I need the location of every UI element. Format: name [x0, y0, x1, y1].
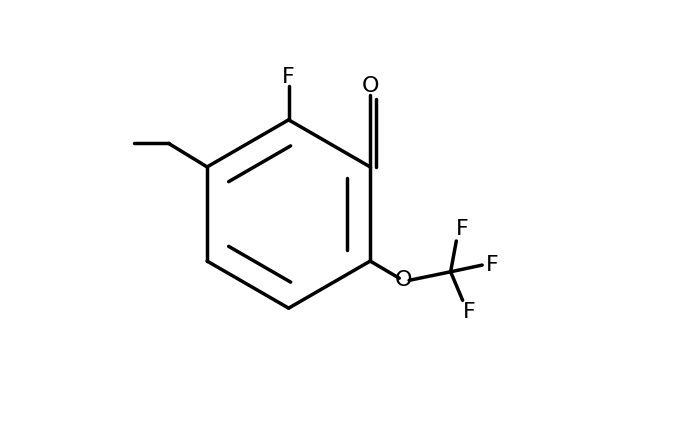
Text: O: O	[362, 76, 379, 95]
Text: F: F	[282, 67, 295, 87]
Text: O: O	[395, 270, 412, 290]
Text: F: F	[486, 255, 498, 275]
Text: F: F	[456, 220, 469, 239]
Text: F: F	[462, 302, 475, 322]
